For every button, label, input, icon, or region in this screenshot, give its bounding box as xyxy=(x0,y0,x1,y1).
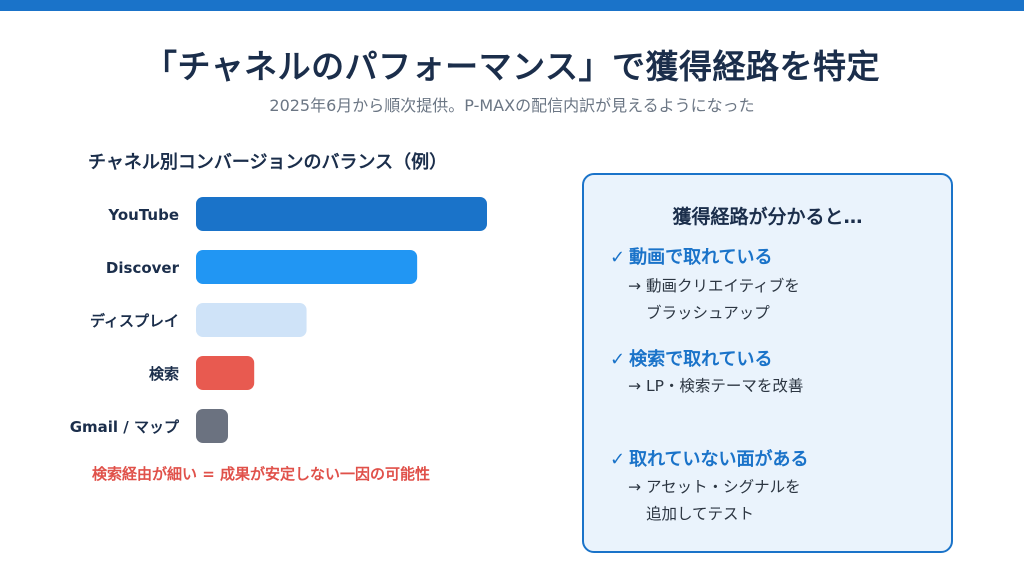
category-label: YouTube xyxy=(107,206,179,224)
insight-body-video: → 動画クリエイティブを ブラッシュアップ xyxy=(628,273,800,327)
insight-line: アセット・シグナルを xyxy=(645,478,801,496)
insight-panel: 獲得経路が分かると… ✓ 動画で取れている → 動画クリエイティブを ブラッシュア… xyxy=(582,173,953,553)
check-icon: ✓ xyxy=(610,449,626,470)
arrow-icon: → xyxy=(628,478,641,496)
insight-body-missing: → アセット・シグナルを 追加してテスト xyxy=(628,474,801,528)
insight-heading-text: 動画で取れている xyxy=(629,247,773,268)
bar xyxy=(196,197,487,231)
insight-heading-search: ✓ 検索で取れている xyxy=(610,345,773,371)
panel-title: 獲得経路が分かると… xyxy=(672,206,863,228)
category-label: Gmail / マップ xyxy=(70,418,180,436)
bar xyxy=(196,409,229,443)
insight-line: 動画クリエイティブを xyxy=(645,277,800,295)
top-accent-bar xyxy=(0,0,1024,11)
insight-heading-text: 取れていない面がある xyxy=(629,449,809,470)
insight-line: 追加してテスト xyxy=(646,505,755,523)
insight-heading-text: 検索で取れている xyxy=(629,349,773,370)
check-icon: ✓ xyxy=(610,349,626,370)
insight-body-search: → LP・検索テーマを改善 xyxy=(628,373,803,400)
bar xyxy=(196,250,418,284)
bar xyxy=(196,303,307,337)
bar xyxy=(196,356,255,390)
arrow-icon: → xyxy=(628,277,641,295)
page-title: 「チャネルのパフォーマンス」で獲得経路を特定 xyxy=(143,47,880,86)
page-subtitle: 2025年6月から順次提供。P-MAXの配信内訳が見えるようになった xyxy=(269,96,755,115)
chart-title: チャネル別コンバージョンのバランス（例） xyxy=(88,152,448,173)
insight-heading-video: ✓ 動画で取れている xyxy=(610,243,773,269)
category-label: ディスプレイ xyxy=(90,312,179,330)
insight-line: ブラッシュアップ xyxy=(646,304,770,322)
insight-line: LP・検索テーマを改善 xyxy=(645,377,804,395)
arrow-icon: → xyxy=(628,377,641,395)
category-label: 検索 xyxy=(149,365,179,383)
insight-heading-missing: ✓ 取れていない面がある xyxy=(610,445,809,471)
category-label: Discover xyxy=(106,259,180,277)
check-icon: ✓ xyxy=(610,247,626,268)
chart-note: 検索経由が細い = 成果が安定しない一因の可能性 xyxy=(92,465,431,483)
